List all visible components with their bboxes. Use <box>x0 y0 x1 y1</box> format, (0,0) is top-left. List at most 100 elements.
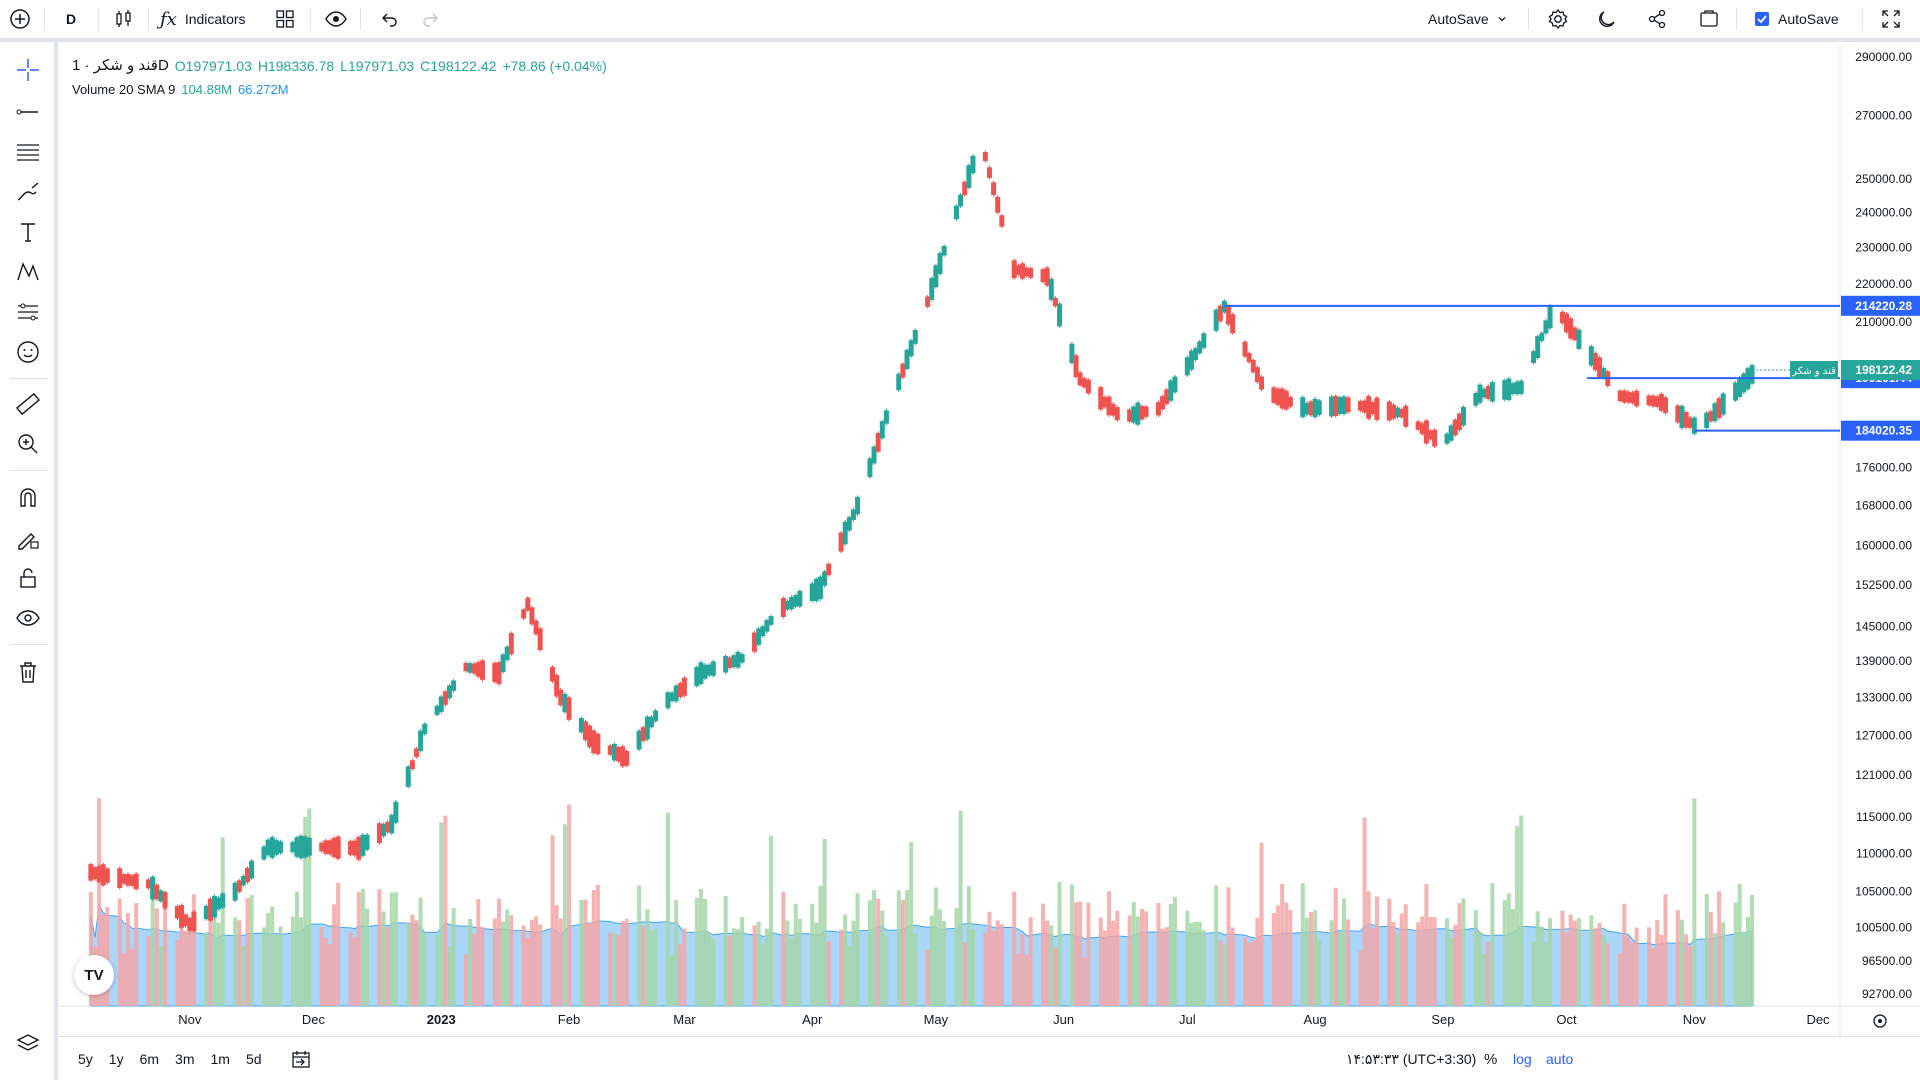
chart-type-button[interactable] <box>112 0 136 38</box>
volume-bar <box>290 916 295 1006</box>
volume-bar <box>579 899 584 1006</box>
volume-bar <box>698 889 703 1006</box>
remove-drawings-tool[interactable] <box>12 656 44 688</box>
volume-bar <box>822 839 827 1006</box>
volume-bar <box>1502 900 1507 1006</box>
layouts-button[interactable] <box>274 0 296 38</box>
candle <box>508 632 514 655</box>
symbol-name[interactable]: قند و شکر · 1D <box>72 57 169 74</box>
volume-bar <box>1679 919 1684 1006</box>
candle <box>1287 397 1293 407</box>
snapshot-button[interactable] <box>1698 0 1720 38</box>
volume-bar <box>134 903 139 1006</box>
calendar-goto-icon <box>292 1051 310 1068</box>
x-tick-label: Nov <box>1683 1012 1707 1027</box>
volume-bar <box>468 918 473 1006</box>
volume-bar <box>966 885 971 1006</box>
volume-bar <box>266 912 271 1006</box>
redo-button[interactable] <box>420 0 440 38</box>
volume-bar <box>1564 932 1569 1006</box>
fullscreen-button[interactable] <box>1880 0 1902 38</box>
log-button[interactable]: log <box>1513 1051 1532 1067</box>
add-symbol-button[interactable] <box>8 0 32 38</box>
volume-bar <box>670 955 675 1006</box>
range-button-6m[interactable]: 6m <box>139 1051 160 1067</box>
candle <box>780 598 786 617</box>
volume-bar <box>88 892 93 1006</box>
emoji-tool[interactable] <box>12 336 44 368</box>
volume-bar <box>529 919 534 1006</box>
candle <box>1704 412 1710 429</box>
candle <box>298 835 304 859</box>
candle <box>269 837 275 858</box>
trendline-tool[interactable] <box>12 96 44 128</box>
brush-tool[interactable] <box>12 176 44 208</box>
candle <box>1691 417 1697 434</box>
candle <box>1510 383 1516 394</box>
volume-bar <box>1618 952 1623 1006</box>
range-button-5y[interactable]: 5y <box>78 1051 93 1067</box>
fib-tool[interactable] <box>12 136 44 168</box>
share-button[interactable] <box>1646 0 1668 38</box>
range-button-3m[interactable]: 3m <box>175 1051 195 1067</box>
range-button-1m[interactable]: 1m <box>210 1051 230 1067</box>
candle <box>587 725 593 748</box>
volume-bar <box>1568 914 1573 1006</box>
volume-bar <box>1646 927 1651 1006</box>
candle <box>529 607 535 625</box>
volume-bar <box>360 888 365 1006</box>
candle <box>290 841 296 853</box>
auto-button[interactable]: auto <box>1546 1051 1574 1067</box>
candles-icon <box>116 10 131 27</box>
pattern-tool[interactable] <box>12 256 44 288</box>
volume-bar <box>1477 932 1482 1006</box>
candle <box>1630 392 1636 404</box>
volume-bar <box>179 917 184 1006</box>
volume-bar <box>1012 891 1017 1006</box>
volume-bar <box>645 909 650 1006</box>
text-tool[interactable] <box>12 216 44 248</box>
hide-button[interactable] <box>324 0 348 38</box>
settings-button[interactable] <box>1546 0 1570 38</box>
volume-indicator-label[interactable]: Volume 20 SMA 9 <box>72 82 176 97</box>
volume-bar <box>839 929 844 1006</box>
ruler-tool[interactable] <box>12 388 44 420</box>
volume-bar <box>740 916 745 1006</box>
volume-bar <box>1395 934 1400 1006</box>
autosave-toggle[interactable]: AutoSave <box>1754 0 1839 38</box>
candle <box>1531 351 1537 364</box>
theme-button[interactable] <box>1596 0 1618 38</box>
goto-date-button[interactable] <box>290 1037 312 1081</box>
tradingview-logo[interactable]: TV <box>74 955 114 995</box>
undo-button[interactable] <box>380 0 400 38</box>
legend-open: O197971.03 <box>174 58 252 74</box>
interval-button[interactable]: D <box>66 11 77 27</box>
volume-bar <box>1102 930 1107 1006</box>
toolbar-divider <box>98 8 99 30</box>
percent-button[interactable]: % <box>1484 1050 1498 1068</box>
candle <box>88 864 94 881</box>
crosshair-tool[interactable] <box>12 54 44 86</box>
indicators-button[interactable]: ƒx Indicators <box>160 0 246 38</box>
candle <box>1428 430 1434 440</box>
candle <box>941 245 947 256</box>
object-tree-tool[interactable] <box>12 1028 44 1060</box>
zoom-tool[interactable] <box>12 428 44 460</box>
hide-drawings-tool[interactable] <box>12 602 44 634</box>
forecast-tool[interactable] <box>12 296 44 328</box>
candle <box>1733 382 1739 401</box>
candle <box>768 616 774 625</box>
toolbar-divider <box>10 644 48 645</box>
range-button-1y[interactable]: 1y <box>108 1051 124 1067</box>
magnet-tool[interactable] <box>12 482 44 514</box>
candle <box>624 750 630 766</box>
autosave-dropdown[interactable]: AutoSave <box>1428 0 1507 38</box>
emoji-icon <box>17 341 39 363</box>
volume-bar <box>793 903 798 1006</box>
lock-tool[interactable] <box>12 562 44 594</box>
volume-bar <box>562 824 567 1006</box>
range-button-5d[interactable]: 5d <box>245 1051 262 1067</box>
lock-drawing-tool[interactable] <box>12 522 44 554</box>
candle <box>710 661 716 676</box>
